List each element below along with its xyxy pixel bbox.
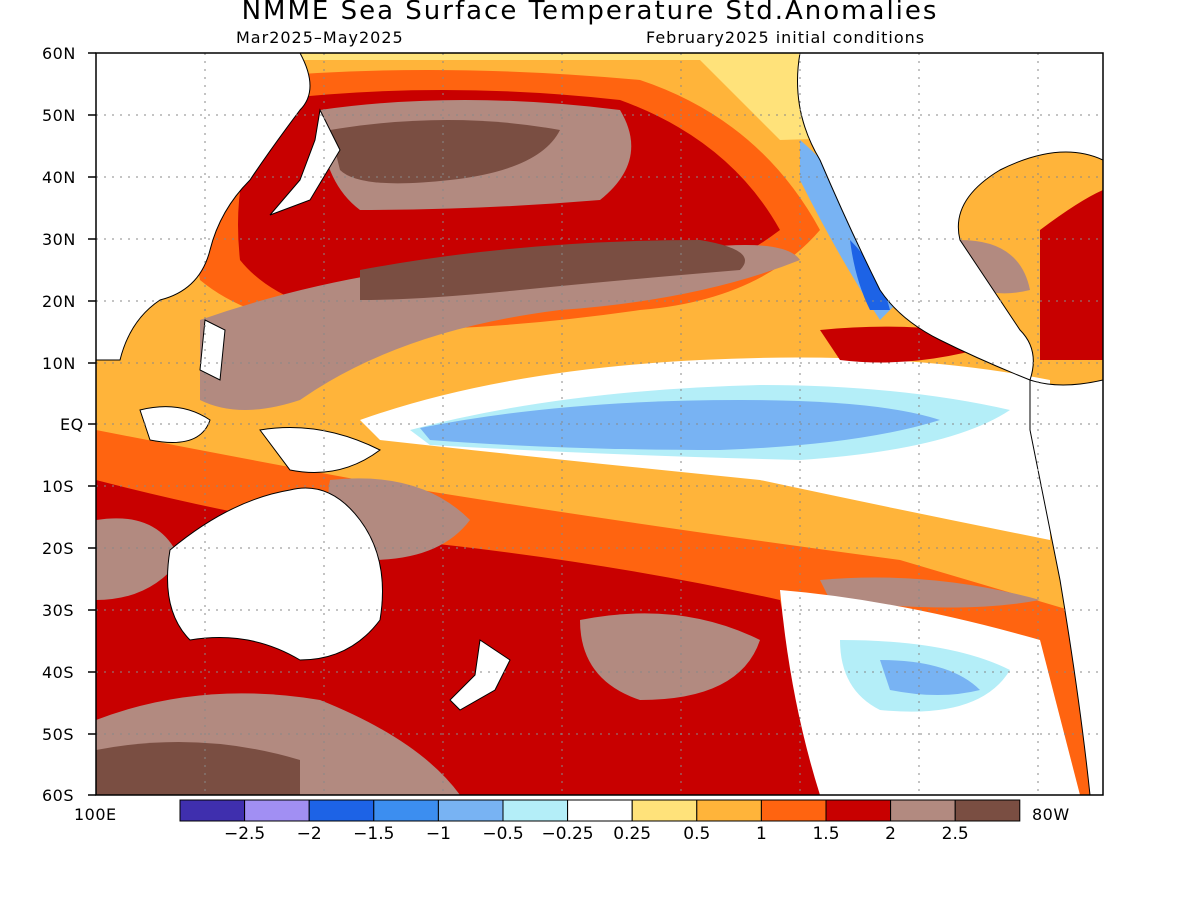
colorbar-swatch — [567, 799, 633, 822]
lat-label: 30N — [42, 230, 76, 249]
lon-label-left: 100E — [74, 805, 117, 824]
colorbar-swatch — [954, 799, 1021, 822]
colorbar-tick-label: −2 — [296, 824, 322, 844]
colorbar-swatch — [502, 799, 569, 822]
lat-label: 50N — [42, 106, 76, 125]
lat-label: 40S — [42, 663, 75, 682]
colorbar-tick-label: −0.25 — [541, 824, 594, 844]
lat-label: 20S — [42, 539, 75, 558]
lat-label: 60N — [42, 44, 76, 63]
colorbar-tick-label: −1 — [425, 824, 451, 844]
colorbar-swatch — [179, 799, 246, 822]
lon-label-right: 80W — [1032, 805, 1070, 824]
colorbar-swatch — [631, 799, 698, 822]
colorbar-tick-label: 2 — [885, 824, 896, 844]
map-title: NMME Sea Surface Temperature Std.Anomali… — [241, 0, 939, 26]
colorbar-tick-label: 0.25 — [613, 824, 652, 844]
colorbar-tick-label: −2.5 — [223, 824, 266, 844]
lat-label: 20N — [42, 292, 76, 311]
colorbar-swatch — [373, 799, 439, 822]
colorbar-swatch — [308, 799, 375, 822]
colorbar-tick-label: −1.5 — [353, 824, 395, 844]
colorbar — [179, 799, 1021, 822]
initial-conditions: February2025 initial conditions — [646, 28, 926, 47]
colorbar-tick-label: 1.5 — [812, 824, 840, 844]
lat-label: 60S — [42, 786, 75, 805]
lat-label: EQ — [60, 415, 84, 434]
anomaly-field — [96, 53, 1103, 795]
colorbar-swatch — [244, 799, 310, 822]
lat-label: 30S — [42, 601, 75, 620]
colorbar-swatch — [890, 799, 956, 822]
colorbar-tick-label: 1 — [755, 824, 767, 844]
forecast-period: Mar2025–May2025 — [236, 28, 404, 47]
lat-label: 10N — [42, 354, 76, 373]
colorbar-swatch — [760, 799, 827, 822]
lat-label: 50S — [42, 725, 75, 744]
colorbar-tick-label: −0.5 — [482, 824, 524, 844]
colorbar-swatch — [825, 799, 892, 822]
axis-ticks — [88, 52, 96, 796]
colorbar-tick-label: 0.5 — [683, 824, 711, 844]
lat-label: 10S — [42, 477, 75, 496]
colorbar-swatch — [696, 799, 762, 822]
colorbar-swatch — [437, 799, 504, 822]
colorbar-tick-label: 2.5 — [941, 824, 969, 844]
lat-label: 40N — [42, 168, 76, 187]
